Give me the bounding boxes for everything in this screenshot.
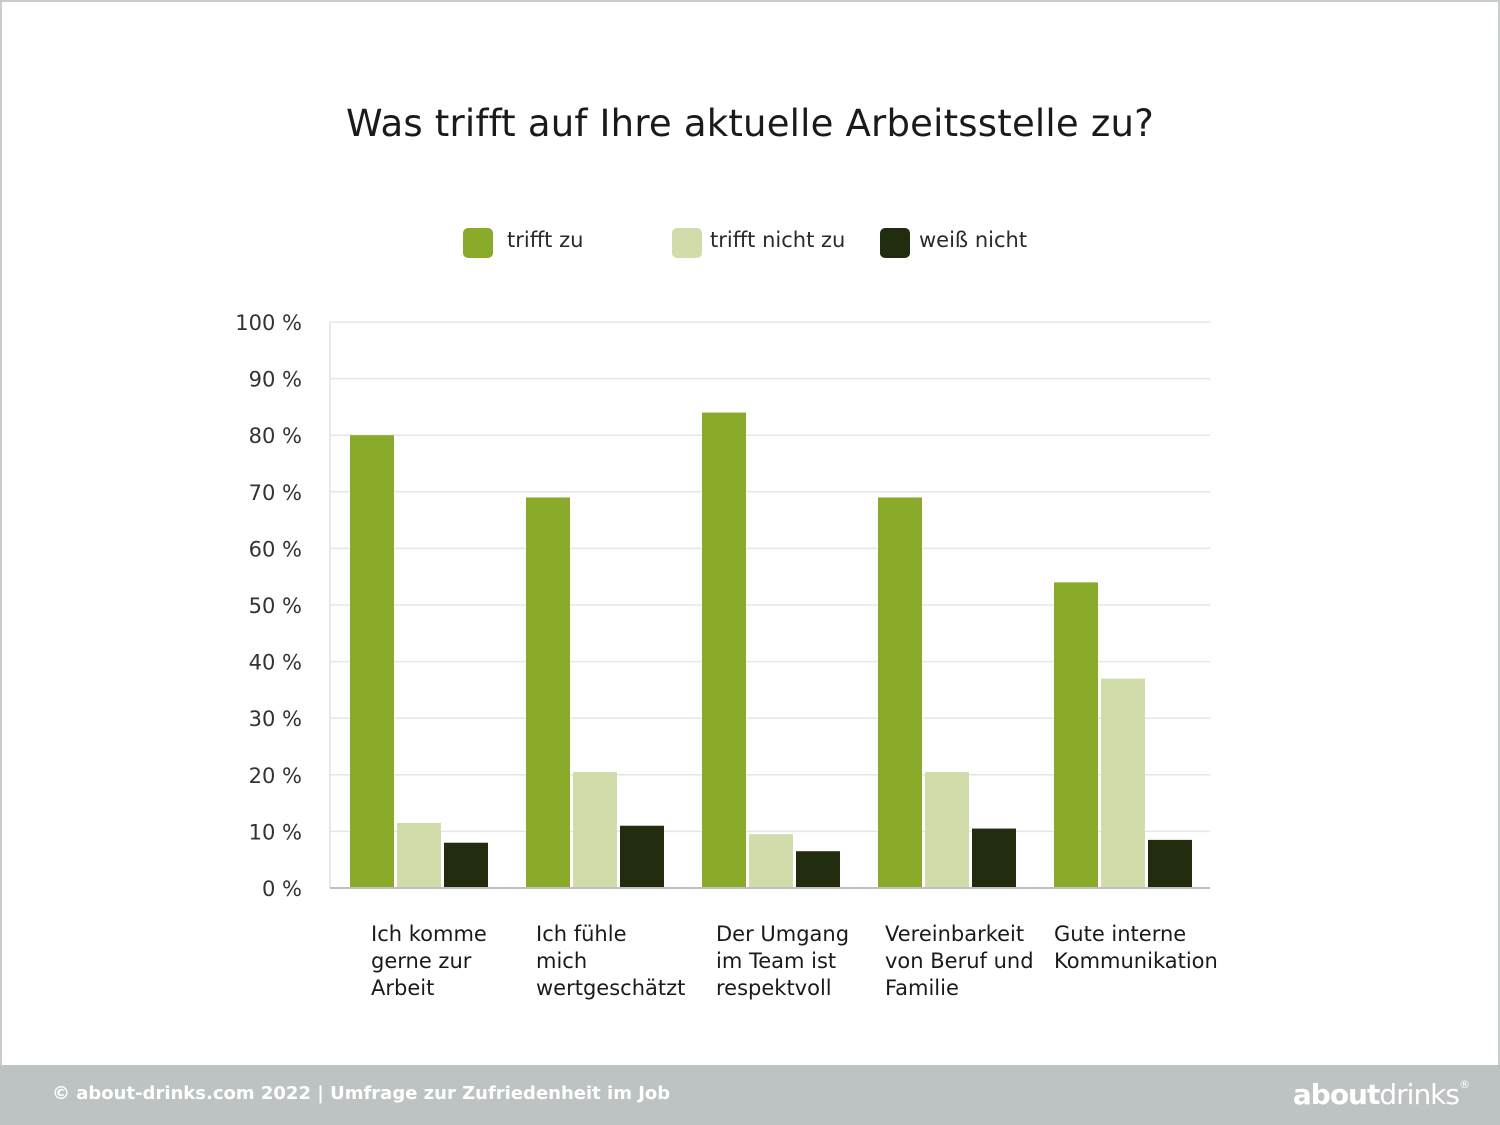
legend: trifft zu trifft nicht zu weiß nicht [0,226,1500,260]
x-category-label-line: Arbeit [371,976,435,1000]
bar [796,851,840,888]
y-tick-label: 0 % [262,877,302,901]
bar [702,412,746,888]
x-category-label-line: mich [536,949,588,973]
x-category-label-line: gerne zur [371,949,472,973]
bar [526,497,570,888]
bar [925,771,969,888]
bar [620,825,664,888]
chart-title: Was trifft auf Ihre aktuelle Arbeitsstel… [346,102,1154,145]
x-category-label-line: Ich komme [371,922,487,946]
footer-bar: © about-drinks.com 2022 | Umfrage zur Zu… [0,1065,1500,1125]
y-tick-label: 50 % [249,594,302,618]
bar [350,435,394,888]
x-category-label: Ich fühle mich wertgeschätzt [536,921,685,1002]
brand-logo: aboutdrinks® [1292,1078,1470,1111]
legend-label-trifft-zu: trifft zu [507,228,584,252]
bar [1054,582,1098,888]
bar [397,822,441,888]
y-tick-label: 10 % [249,820,302,844]
y-tick-label: 80 % [249,424,302,448]
x-category-label: Der Umgang im Team ist respektvoll [716,921,849,1002]
bar [1148,839,1192,888]
footer-text: © about-drinks.com 2022 | Umfrage zur Zu… [52,1083,671,1104]
y-tick-label: 20 % [249,764,302,788]
x-category-label: Gute interne Kommunikation [1054,921,1218,975]
bar [878,497,922,888]
y-tick-label: 40 % [249,651,302,675]
x-category-label-line: Der Umgang [716,922,850,946]
x-category-label-line: Vereinbarkeit [885,922,1025,946]
y-tick-label: 100 % [235,311,302,335]
y-tick-label: 70 % [249,481,302,505]
y-tick-label: 30 % [249,707,302,731]
x-category-label: Vereinbarkeit von Beruf und Familie [885,921,1034,1002]
x-category-label-line: Familie [885,976,959,1000]
x-category-label-line: Ich fühle [536,922,627,946]
legend-swatch-trifft-nicht-zu [672,228,702,258]
x-category-label-line: Gute interne [1054,922,1187,946]
legend-swatch-weiss-nicht [880,228,910,258]
x-category-label: Ich komme gerne zur Arbeit [371,921,487,1002]
x-category-label-line: respektvoll [716,976,832,1000]
x-category-label-line: von Beruf und [885,949,1034,973]
bar [749,834,793,888]
y-tick-label: 90 % [249,368,302,392]
bar [972,828,1016,888]
bar [444,842,488,888]
legend-label-weiss-nicht: weiß nicht [919,228,1028,252]
bar [1101,678,1145,888]
legend-label-trifft-nicht-zu: trifft nicht zu [710,228,846,252]
legend-swatch-trifft-zu [463,228,493,258]
x-category-label-line: Kommunikation [1054,949,1218,973]
bar [573,771,617,888]
y-tick-label: 60 % [249,537,302,561]
x-category-label-line: im Team ist [716,949,837,973]
chart-frame [0,0,1500,1065]
x-category-label-line: wertgeschätzt [536,976,686,1000]
